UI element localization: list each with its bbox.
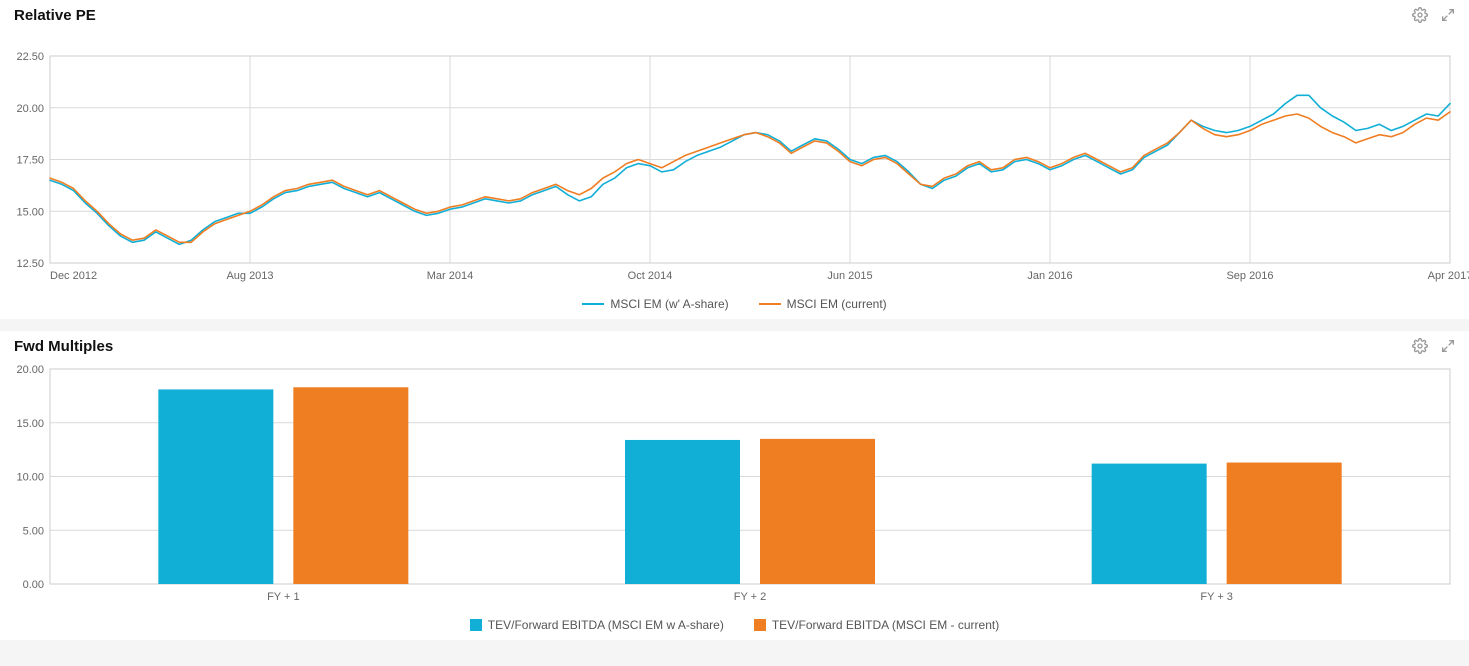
panel-tools [1411,337,1457,355]
gear-icon[interactable] [1411,6,1429,24]
relative-pe-panel: Relative PE 12.50 15.00 17.50 20.00 22.50 Dec… [0,0,1469,319]
legend-swatch-box [754,619,766,631]
panel-title: Fwd Multiples [14,338,113,355]
legend-swatch-line [582,303,604,305]
line-chart-legend: MSCI EM (w' A-share) MSCI EM (current) [0,293,1469,319]
svg-text:15.00: 15.00 [16,418,44,430]
line-chart-area[interactable]: 12.50 15.00 17.50 20.00 22.50 Dec 2012 Aug 201… [0,28,1469,293]
legend-item[interactable]: TEV/Forward EBITDA (MSCI EM w A-share) [470,618,724,632]
svg-text:FY + 2: FY + 2 [734,591,767,603]
panel-tools [1411,6,1457,24]
legend-swatch-box [470,619,482,631]
svg-text:Jun 2015: Jun 2015 [827,270,872,282]
panel-header: Relative PE [0,0,1469,28]
svg-text:0.00: 0.00 [23,579,44,591]
legend-label: MSCI EM (current) [787,297,887,311]
bar-chart-area[interactable]: 0.00 5.00 10.00 15.00 20.00 FY + 1 FY + 2 FY + … [0,359,1469,614]
expand-icon[interactable] [1439,337,1457,355]
legend-label: TEV/Forward EBITDA (MSCI EM - current) [772,618,999,632]
bar-chart-legend: TEV/Forward EBITDA (MSCI EM w A-share) T… [0,614,1469,640]
legend-item[interactable]: MSCI EM (current) [759,297,887,311]
svg-text:15.00: 15.00 [16,206,44,218]
panel-header: Fwd Multiples [0,331,1469,359]
svg-text:Dec 2012: Dec 2012 [50,270,97,282]
svg-text:10.00: 10.00 [16,472,44,484]
legend-label: MSCI EM (w' A-share) [610,297,728,311]
svg-text:22.50: 22.50 [16,51,44,63]
svg-text:FY + 1: FY + 1 [267,591,300,603]
svg-text:Aug 2013: Aug 2013 [226,270,273,282]
svg-text:Apr 2017: Apr 2017 [1428,270,1469,282]
svg-text:20.00: 20.00 [16,103,44,115]
line-chart-svg: 12.50 15.00 17.50 20.00 22.50 Dec 2012 Aug 201… [0,28,1469,293]
fwd-multiples-panel: Fwd Multiples 0.00 5.00 10.00 15.00 20.00 FY … [0,331,1469,640]
svg-text:12.50: 12.50 [16,258,44,270]
panel-title: Relative PE [14,7,96,24]
legend-item[interactable]: TEV/Forward EBITDA (MSCI EM - current) [754,618,999,632]
expand-icon[interactable] [1439,6,1457,24]
svg-text:Sep 2016: Sep 2016 [1226,270,1273,282]
svg-text:Oct 2014: Oct 2014 [628,270,673,282]
bar-chart-svg: 0.00 5.00 10.00 15.00 20.00 FY + 1 FY + 2 FY + … [0,359,1469,614]
svg-text:20.00: 20.00 [16,364,44,376]
svg-text:Mar 2014: Mar 2014 [427,270,473,282]
svg-text:FY + 3: FY + 3 [1200,591,1233,603]
legend-swatch-line [759,303,781,305]
gear-icon[interactable] [1411,337,1429,355]
legend-item[interactable]: MSCI EM (w' A-share) [582,297,728,311]
svg-text:5.00: 5.00 [23,525,44,537]
svg-text:17.50: 17.50 [16,155,44,167]
legend-label: TEV/Forward EBITDA (MSCI EM w A-share) [488,618,724,632]
svg-text:Jan 2016: Jan 2016 [1027,270,1072,282]
